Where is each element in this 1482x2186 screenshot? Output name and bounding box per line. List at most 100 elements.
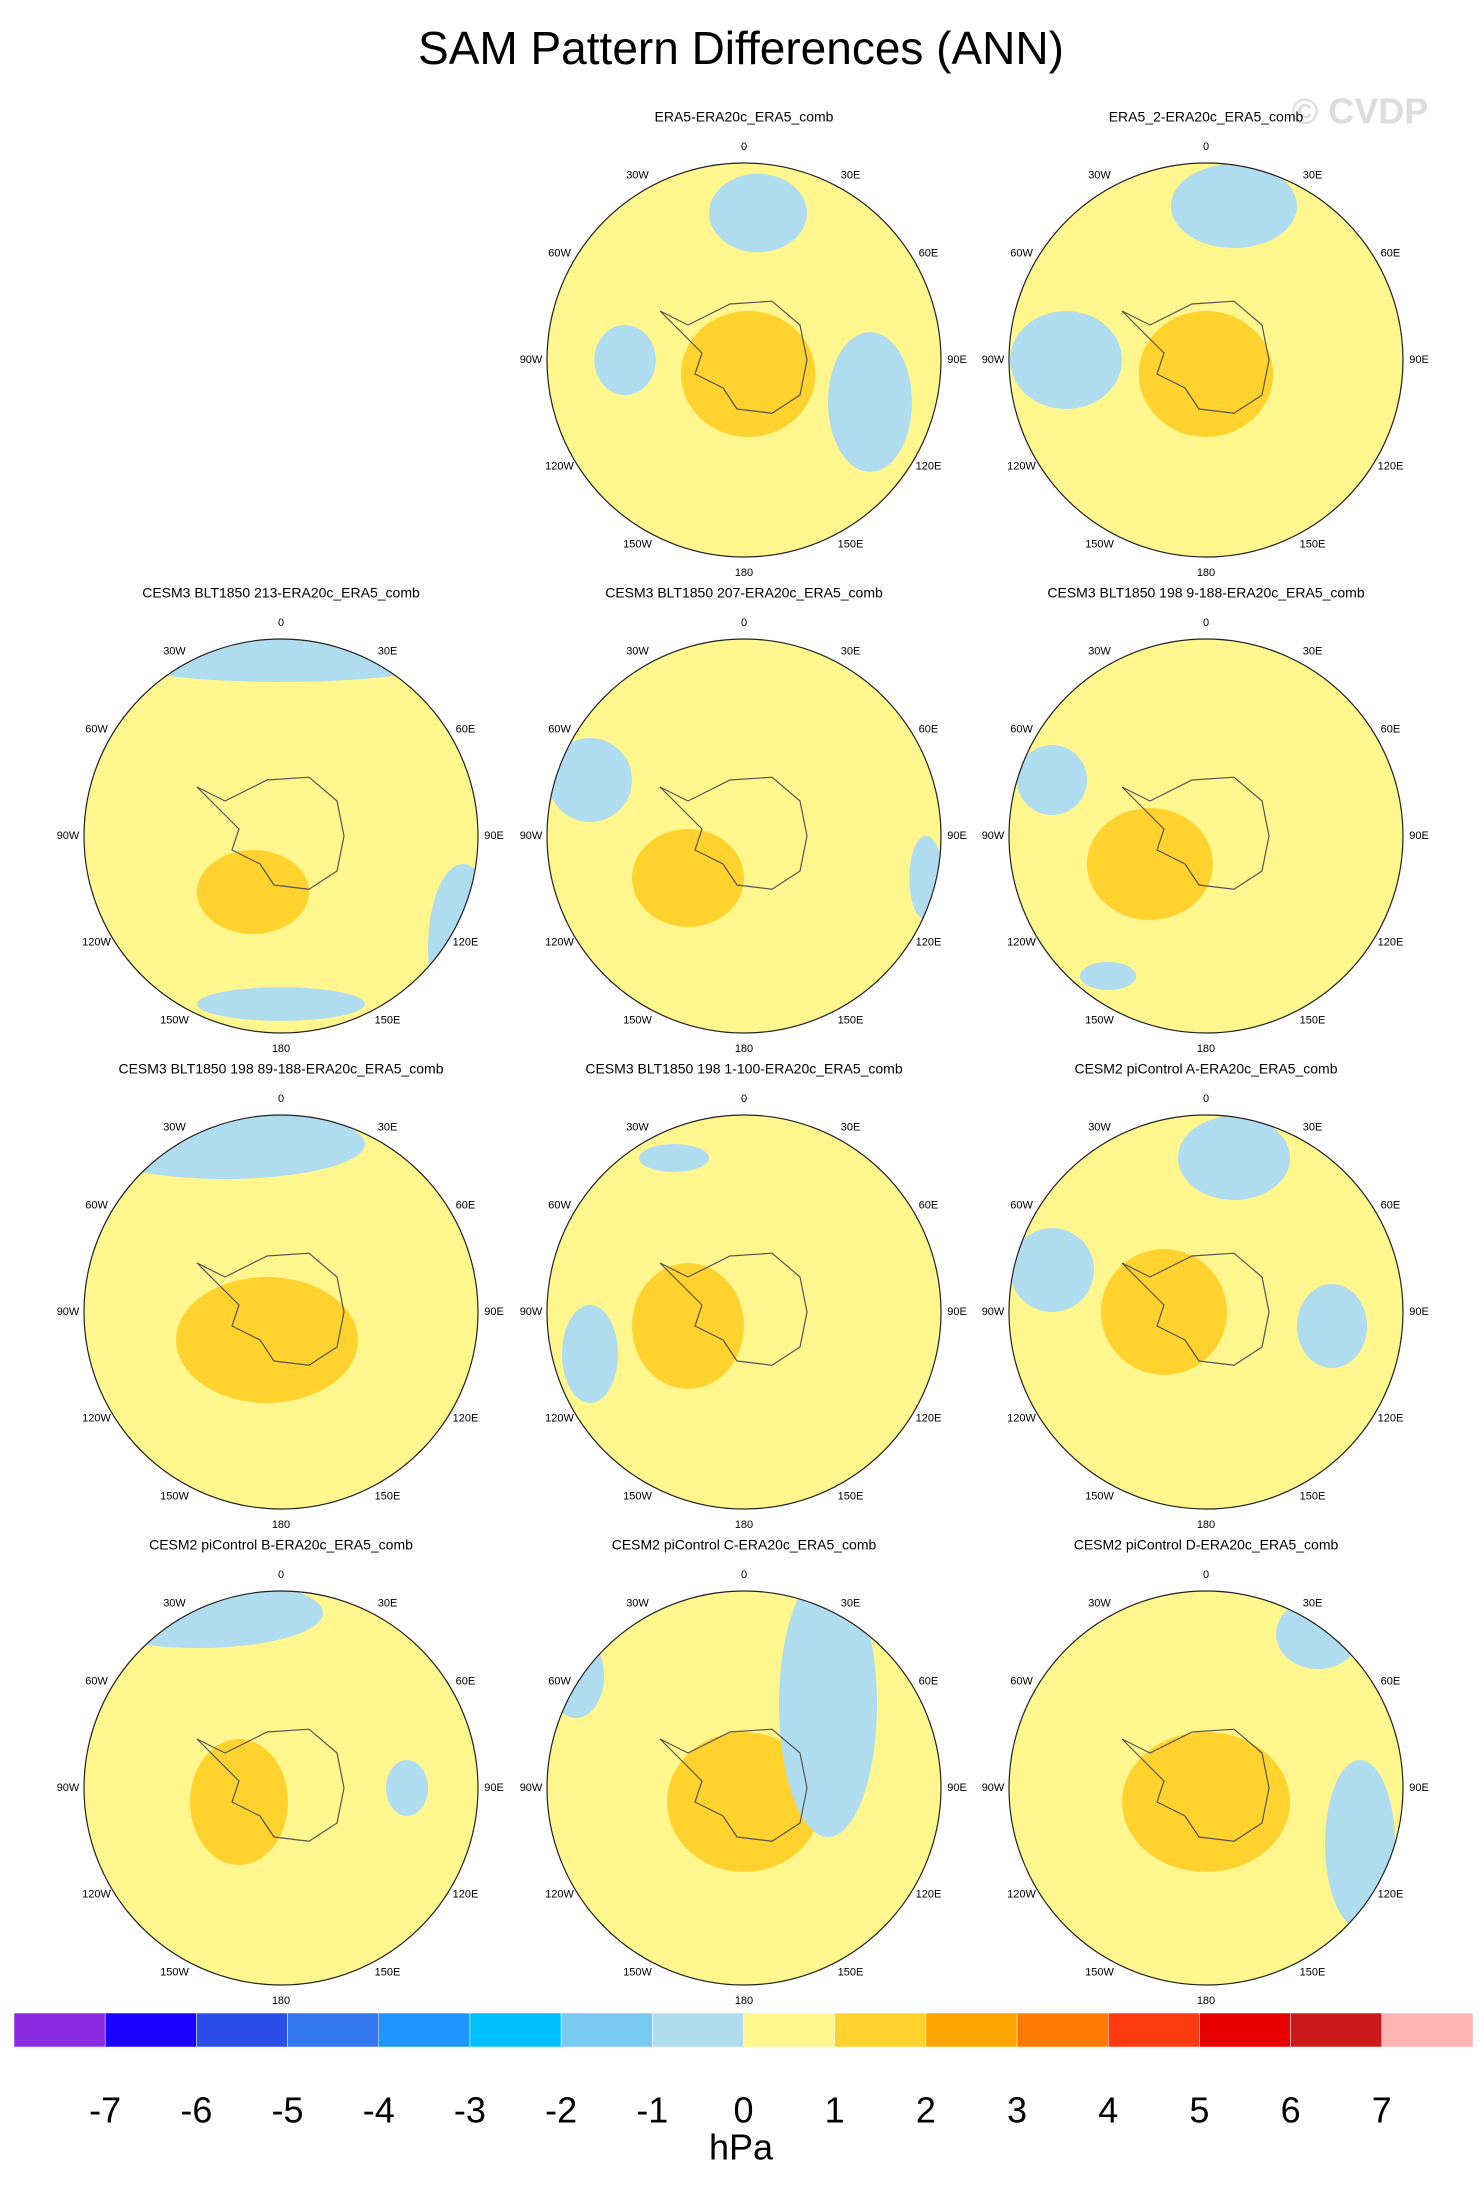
longitude-label: 90W [982,830,1005,842]
longitude-label: 90W [982,1782,1005,1794]
longitude-label: 120W [1007,1412,1036,1424]
longitude-label: 90W [520,354,543,366]
panel-title: CESM2 piControl D-ERA20c_ERA5_comb [1074,1537,1339,1553]
panel-title: CESM3 BLT1850 198 1-100-ERA20c_ERA5_comb [585,1061,902,1077]
longitude-label: 150W [1085,1966,1114,1978]
map-field [84,1591,478,1985]
longitude-label: 180 [735,1519,753,1531]
longitude-label: 90W [982,1306,1005,1318]
map-field [547,1115,941,1509]
longitude-label: 120E [1378,460,1404,472]
longitude-label: 60E [919,247,939,259]
longitude-label: 120W [82,1888,111,1900]
colorbar-box [925,2012,1018,2048]
longitude-label: 60W [1010,723,1033,735]
longitude-label: 60W [548,1675,571,1687]
coastline [659,776,808,890]
longitude-label: 30W [163,1121,186,1133]
contour-region [667,1732,821,1872]
map-border [1008,1114,1404,1510]
colorbar-box [287,2012,379,2048]
longitude-label: 0 [741,617,747,629]
longitude-label: 0 [278,1569,284,1581]
colorbar-box [196,2012,288,2048]
colorbar-label: 6 [1281,2090,1301,2131]
contour-region [386,1760,428,1816]
longitude-label: 90W [57,830,80,842]
contour-region [1080,962,1136,990]
colorbar-label: 7 [1372,2090,1392,2131]
longitude-label: 60E [919,1199,939,1211]
longitude-label: 120E [1378,1412,1404,1424]
longitude-label: 60E [919,1675,939,1687]
longitude-label: 0 [1203,1093,1209,1105]
longitude-label: 120W [82,936,111,948]
colorbar-label: -6 [180,2090,212,2131]
longitude-label: 180 [735,567,753,579]
longitude-label: 120E [453,936,479,948]
map-border [83,638,479,1034]
contour-region [1297,1284,1367,1368]
map-panel: CESM2 piControl B-ERA20c_ERA5_comb 0 30E 60… [57,1537,504,2007]
longitude-label: 90E [947,354,967,366]
longitude-label: 60E [919,723,939,735]
map-border [546,1114,942,1510]
longitude-label: 90E [1409,1782,1429,1794]
panel-title: ERA5-ERA20c_ERA5_comb [655,109,834,125]
panel-title: CESM3 BLT1850 213-ERA20c_ERA5_comb [142,585,420,601]
colorbar-unit: hPa [709,2127,774,2168]
longitude-label: 150W [623,1966,652,1978]
colorbar-label: -2 [545,2090,577,2131]
longitude-label: 120E [453,1888,479,1900]
contour-region [709,173,807,253]
longitude-label: 60W [85,1675,108,1687]
longitude-label: 150E [838,1014,864,1026]
map-panel: CESM3 BLT1850 198 9-188-ERA20c_ERA5_comb… [982,585,1429,1055]
map-field [1009,1115,1403,1509]
coastline [1121,776,1270,890]
colorbar-box [378,2012,471,2048]
longitude-label: 150W [1085,1014,1114,1026]
map-panel: CESM2 piControl C-ERA20c_ERA5_comb 0 30E 60… [520,1537,967,2007]
longitude-label: 0 [741,1093,747,1105]
map-border [1008,162,1404,558]
longitude-label: 180 [735,1995,753,2007]
longitude-label: 120E [1378,1888,1404,1900]
longitude-label: 120E [453,1412,479,1424]
map-field [84,639,478,1033]
colorbar-box [560,2012,653,2048]
contour-region [1101,1249,1227,1375]
contour-region [639,1144,709,1172]
longitude-label: 60E [1381,1199,1401,1211]
longitude-label: 180 [1197,567,1215,579]
longitude-label: 150W [160,1966,189,1978]
figure-title: SAM Pattern Differences (ANN) [418,22,1064,74]
contour-region [197,850,309,934]
longitude-label: 120W [1007,936,1036,948]
longitude-label: 150W [623,1014,652,1026]
longitude-label: 150W [160,1014,189,1026]
longitude-label: 150E [838,538,864,550]
colorbar-box [1016,2012,1109,2048]
contour-region [1010,311,1122,409]
map-field [1009,639,1403,1033]
longitude-label: 30W [163,1597,186,1609]
longitude-label: 60W [548,247,571,259]
watermark: © CVDP [1292,91,1429,132]
colorbar-box [1381,2012,1474,2048]
contour-region [1010,1228,1094,1312]
map-border [546,1590,942,1986]
longitude-label: 30W [1088,169,1111,181]
contour-region [594,325,656,395]
map-border [1008,1590,1404,1986]
longitude-label: 0 [1203,1569,1209,1581]
colorbar-box [743,2012,835,2048]
longitude-label: 30W [1088,1121,1111,1133]
longitude-label: 150E [375,1014,401,1026]
colorbar-label: 3 [1007,2090,1027,2131]
longitude-label: 150E [838,1490,864,1502]
longitude-label: 60W [1010,1675,1033,1687]
map-field [1009,1591,1403,1985]
map-panel: ERA5_2-ERA20c_ERA5_comb 0 30E 60E 90E 120E 150… [982,109,1429,579]
